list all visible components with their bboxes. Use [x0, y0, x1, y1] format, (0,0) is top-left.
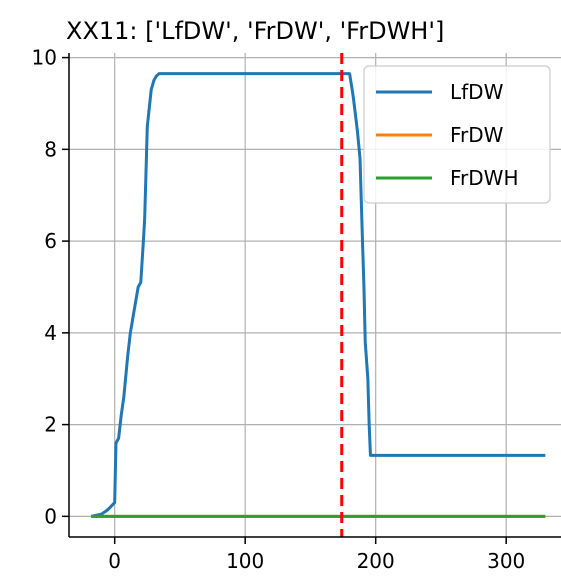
- y-tick-label: 8: [44, 137, 57, 161]
- series-line-lfdw: [90, 72, 546, 518]
- legend-label: FrDW: [450, 123, 504, 147]
- legend-label: LfDW: [450, 80, 504, 104]
- axes: 0 100 200 300 0 2 4 6 8 10: [32, 46, 561, 573]
- x-tick-label: 300: [487, 549, 525, 573]
- y-tick-label: 4: [44, 321, 57, 345]
- x-tick-label: 0: [108, 549, 121, 573]
- y-tick-label: 6: [44, 229, 57, 253]
- y-tick-label: 10: [32, 46, 57, 70]
- x-tick-label: 200: [357, 549, 395, 573]
- y-tick-label: 2: [44, 413, 57, 437]
- chart-title: XX11: ['LfDW', 'FrDW', 'FrDWH']: [66, 17, 444, 45]
- legend: LfDW FrDW FrDWH: [363, 65, 551, 204]
- x-tick-label: 100: [226, 549, 264, 573]
- plot-area: [90, 53, 546, 537]
- y-tick-label: 0: [44, 504, 57, 528]
- legend-box: [363, 65, 551, 204]
- legend-label: FrDWH: [450, 166, 519, 190]
